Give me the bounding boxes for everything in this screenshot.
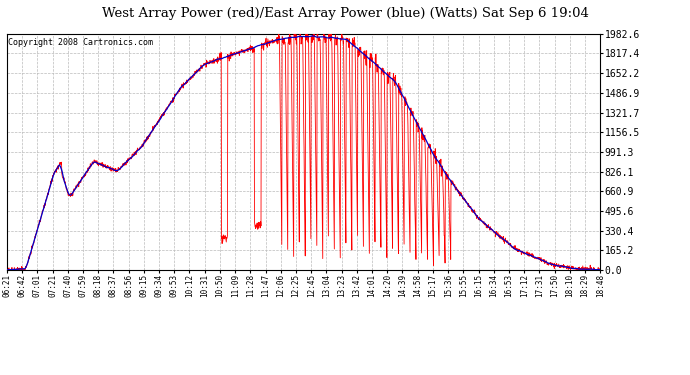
Text: West Array Power (red)/East Array Power (blue) (Watts) Sat Sep 6 19:04: West Array Power (red)/East Array Power … — [101, 8, 589, 21]
Text: Copyright 2008 Cartronics.com: Copyright 2008 Cartronics.com — [8, 39, 153, 48]
